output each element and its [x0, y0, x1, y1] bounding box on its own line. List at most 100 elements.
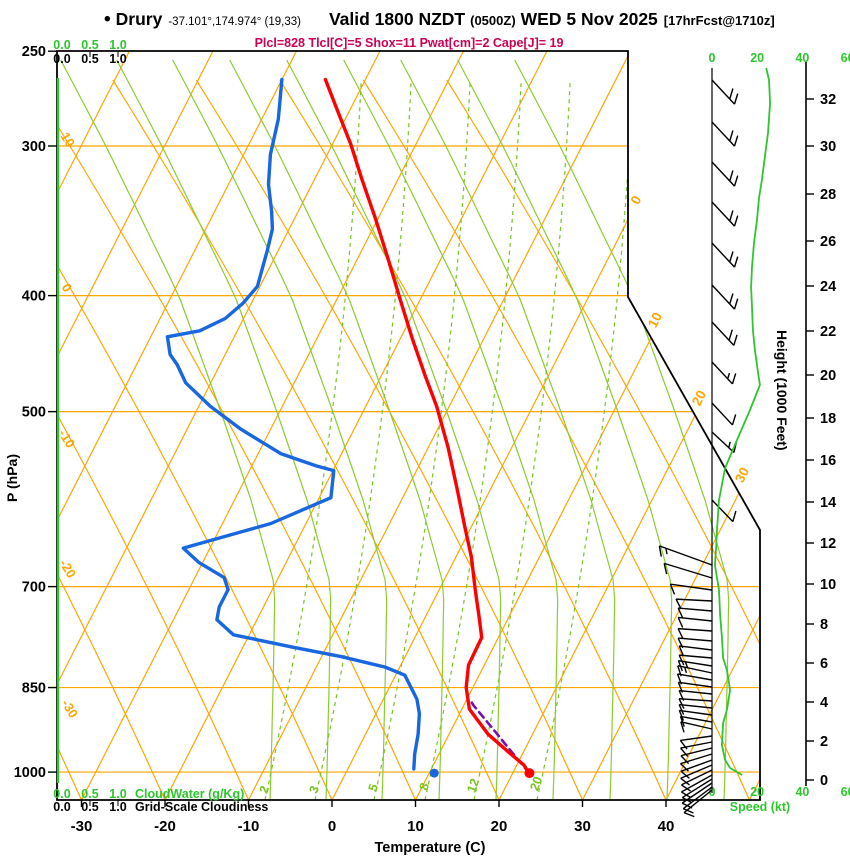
axis-tick-label: 20	[750, 785, 764, 799]
mixing-ratio-line	[264, 79, 362, 800]
axis-tick-label: 40	[658, 818, 675, 835]
axis-tick-label: 10	[58, 130, 78, 150]
axis-tick-label: 26	[820, 234, 836, 250]
axis-tick-label: 0	[820, 773, 828, 789]
axis-tick-label: 0.0	[53, 787, 70, 801]
axis-tick-label: 12	[464, 777, 482, 795]
axis-tick-label: 40	[795, 51, 809, 65]
mixing-ratio-line	[314, 79, 412, 800]
axis-tick-label: 1.0	[109, 787, 126, 801]
axis-tick-label: 1.0	[109, 800, 126, 814]
axis-tick-label: 6	[820, 656, 828, 672]
mixing-ratio-line	[536, 79, 634, 800]
axis-tick-label: Grid-Scale Cloudiness	[135, 800, 268, 814]
surface-temperature-dot	[524, 768, 535, 779]
mixing-ratio-line	[424, 79, 522, 800]
axis-tick-label: 10	[820, 577, 836, 593]
axis-tick-label: 0.0	[53, 52, 70, 66]
axis-tick-label: 8	[416, 781, 432, 792]
moist-adiabat-line	[514, 59, 730, 800]
axis-tick-label: 30	[574, 818, 591, 835]
axis-tick-label: 14	[820, 495, 836, 511]
axis-tick-label: -30	[71, 818, 93, 835]
axis-tick-label: -20	[56, 557, 79, 581]
surface-dewpoint-dot	[429, 768, 439, 778]
axis-tick-label: 20	[527, 775, 545, 793]
axis-tick-label: -20	[154, 818, 176, 835]
axis-tick-label: 20	[491, 818, 508, 835]
axis-tick-label: 32	[820, 92, 836, 108]
axis-tick-label: 0	[709, 51, 716, 65]
axis-tick-label: 12	[820, 536, 836, 552]
axis-tick-label: 0.5	[81, 38, 98, 52]
dry-adiabat-line	[57, 79, 417, 800]
axis-tick-label: 0.5	[81, 800, 98, 814]
axis-tick-label: 28	[820, 187, 836, 203]
axis-tick-label: 700	[22, 580, 46, 596]
axis-tick-label: 16	[820, 453, 836, 469]
axis-tick-label: -30	[58, 697, 81, 721]
axis-tick-label: 3	[306, 784, 322, 795]
isotherm-line	[80, 51, 465, 800]
axis-tick-label: 4	[820, 695, 828, 711]
axis-tick-label: 60	[841, 51, 850, 65]
axis-tick-label: 0.5	[81, 787, 98, 801]
axis-tick-label: 10	[645, 310, 665, 330]
station-coordinates: -37.101°,174.974° (19,33)	[168, 16, 301, 28]
dry-adiabat-line	[446, 79, 760, 800]
axis-tick-label: 5	[365, 782, 381, 793]
axis-tick-label: 850	[22, 681, 46, 697]
moist-adiabat-line	[343, 59, 559, 800]
valid-date: WED 5 Nov 2025	[520, 9, 658, 29]
isotherm-line	[57, 51, 381, 800]
moist-adiabat-line	[116, 59, 332, 800]
isotherm-line	[498, 51, 760, 800]
plot-frame	[56, 50, 761, 801]
axis-tick-label: 0.0	[53, 800, 70, 814]
dry-adiabat-line	[112, 79, 500, 800]
axis-tick-label: 30	[820, 139, 836, 155]
dry-adiabat-line	[57, 79, 166, 800]
moist-adiabat-line	[229, 59, 445, 800]
axis-tick-label: CloudWater (g/Kg)	[135, 787, 244, 801]
dry-adiabat-line	[362, 79, 751, 800]
axis-tick-label: 400	[22, 289, 46, 305]
station-name: Drury	[115, 9, 163, 29]
dry-adiabat-line	[57, 79, 333, 800]
axis-tick-label: 2	[820, 734, 828, 750]
axis-tick-label: 250	[22, 44, 46, 60]
isotherm-line	[665, 51, 760, 800]
forecast-reference: [17hrFcst@1710z]	[663, 13, 775, 28]
axis-tick-label: 10	[407, 818, 424, 835]
axis-tick-label: 0.0	[53, 38, 70, 52]
axis-tick-label: 2	[256, 784, 272, 795]
valid-time-local: Valid 1800 NZDT	[328, 9, 466, 29]
grid-lines	[57, 51, 760, 800]
axis-tick-label: 20	[820, 368, 836, 384]
moist-adiabat-line	[457, 59, 673, 800]
wind-barb-panel	[658, 67, 771, 818]
axis-tick-label: 20	[750, 51, 764, 65]
axis-tick-label: 500	[22, 405, 46, 421]
dry-adiabat-line	[279, 79, 667, 800]
axis-tick-label: P (hPa)	[4, 454, 20, 502]
temperature-curve	[323, 77, 531, 775]
title-row: • Drury -37.101°,174.974° (19,33) Valid …	[0, 9, 850, 31]
axis-tick-label: 0.5	[81, 52, 98, 66]
stability-indices: Plcl=828 Tlcl[C]=5 Shox=11 Pwat[cm]=2 Ca…	[254, 36, 564, 50]
mixing-ratio-line	[473, 79, 571, 800]
axis-tick-label: 1.0	[109, 52, 126, 66]
axis-tick-label: -10	[238, 818, 260, 835]
isotherm-line	[164, 51, 548, 800]
dry-adiabat-line	[57, 79, 250, 800]
wind-speed-curve	[714, 67, 771, 776]
axis-tick-label: 24	[820, 279, 836, 295]
moist-adiabat-line	[286, 59, 502, 800]
axis-tick-label: 22	[820, 324, 836, 340]
isotherm-line	[247, 51, 632, 800]
axis-tick-label: 18	[820, 411, 836, 427]
axis-tick-label: 20	[689, 388, 709, 408]
axis-tick-label: 60	[841, 785, 850, 799]
